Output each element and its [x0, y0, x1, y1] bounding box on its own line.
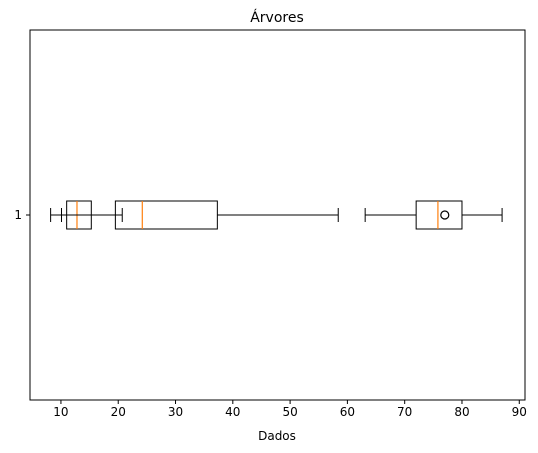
x-tick-label: 80 — [454, 405, 469, 419]
outlier-point — [440, 210, 450, 220]
box-group-2 — [61, 200, 339, 230]
y-tick-label: 1 — [14, 208, 22, 222]
plot-area: 10 20 30 40 50 60 70 80 90 1 — [14, 200, 527, 419]
chart-title: Árvores — [250, 9, 304, 26]
iqr-box — [114, 200, 218, 230]
box-group-3 — [364, 200, 503, 230]
x-tick-label: 70 — [397, 405, 412, 419]
iqr-box — [415, 200, 463, 230]
x-tick-label: 50 — [282, 405, 297, 419]
x-tick-label: 60 — [340, 405, 355, 419]
axes-frame — [29, 29, 526, 401]
x-tick-label: 10 — [53, 405, 68, 419]
x-axis-label: Dados — [258, 429, 296, 443]
x-tick-label: 90 — [512, 405, 527, 419]
x-tick-label: 40 — [225, 405, 240, 419]
x-tick-label: 20 — [111, 405, 126, 419]
x-tick-label: 30 — [168, 405, 183, 419]
